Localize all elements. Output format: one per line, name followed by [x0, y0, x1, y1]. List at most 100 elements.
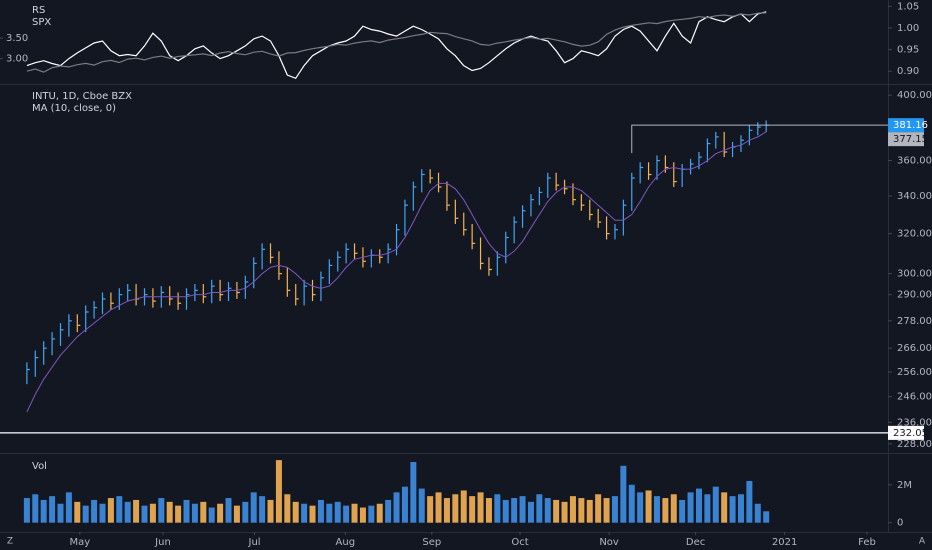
volume-bar [334, 501, 341, 523]
volume-bar [746, 480, 753, 523]
volume-bar [443, 498, 450, 523]
ma-value-label: 377.15 [893, 134, 928, 145]
volume-bar [200, 501, 207, 523]
volume-bar [393, 492, 400, 523]
y-tick-label: 0.95 [897, 45, 919, 56]
volume-bar [284, 494, 291, 523]
y-tick-label: 236.00 [897, 417, 932, 428]
volume-bar [452, 494, 459, 523]
volume-bar [242, 501, 249, 523]
volume-bar [754, 503, 761, 523]
volume-bar [763, 511, 770, 523]
volume-bar [637, 492, 644, 523]
volume-bar [544, 498, 551, 523]
y-tick-label: 320.00 [897, 229, 932, 240]
volume-bar [620, 465, 627, 523]
horizontal-ray [631, 124, 888, 154]
volume-bar [595, 494, 602, 523]
x-tick-label: Dec [686, 537, 705, 548]
x-tick-label: Sep [422, 537, 441, 548]
volume-bar [91, 499, 98, 523]
volume-bar [183, 499, 190, 523]
volume-bar [519, 496, 526, 523]
volume-bar [527, 501, 534, 523]
volume-bar [427, 496, 434, 523]
volume-bar [301, 503, 308, 523]
volume-bar [485, 498, 492, 523]
y-tick-label: 246.00 [897, 392, 932, 403]
auto-scale-button[interactable]: A [919, 537, 926, 547]
volume-bar [233, 505, 240, 523]
volume-bar [250, 492, 257, 523]
volume-bar [133, 499, 140, 523]
series-legend[interactable]: SPX [32, 17, 51, 28]
volume-bar [65, 492, 72, 523]
x-tick-label: 2021 [772, 537, 797, 548]
volume-bar [469, 496, 476, 523]
volume-bar [149, 503, 156, 523]
volume-bar [107, 498, 114, 523]
volume-bar [569, 496, 576, 523]
volume-bar [578, 498, 585, 523]
volume-bar [158, 498, 165, 523]
volume-bar [603, 498, 610, 523]
volume-bar [721, 492, 728, 523]
volume-bar [32, 494, 39, 523]
volume-bar [275, 460, 282, 523]
volume-bar [343, 505, 350, 523]
volume-bar [116, 496, 123, 523]
volume-bar [385, 499, 392, 523]
volume-bar [712, 486, 719, 523]
volume-bar [611, 496, 618, 523]
y-tick-label: 290.00 [897, 290, 932, 301]
volume-bar [737, 494, 744, 523]
volume-bar [586, 499, 593, 523]
volume-bar [695, 488, 702, 523]
volume-bar [82, 505, 89, 523]
y-tick-label: 1.05 [897, 1, 919, 12]
volume-bar [49, 496, 56, 523]
ma-legend[interactable]: MA (10, close, 0) [32, 103, 116, 114]
y-tick-label: 400.00 [897, 90, 932, 101]
y-tick-label: 266.00 [897, 343, 932, 354]
volume-bar [376, 503, 383, 523]
volume-bar [729, 496, 736, 523]
y-tick-label: 228.00 [897, 439, 932, 450]
y-tick-label: 300.00 [897, 269, 932, 280]
symbol-legend[interactable]: INTU, 1D, Cboe BZX [32, 91, 132, 102]
volume-bar [351, 503, 358, 523]
y-tick-label: 1.00 [897, 23, 919, 34]
volume-bar [74, 501, 81, 523]
volume-bar [536, 494, 543, 523]
zoom-button[interactable]: Z [7, 537, 13, 547]
last-price-label: 381.16 [893, 120, 928, 131]
series-legend[interactable]: RS [32, 5, 45, 16]
volume-bar [502, 499, 509, 523]
volume-bar [561, 501, 568, 523]
volume-bar [99, 503, 106, 523]
volume-bar [670, 494, 677, 523]
volume-bar [23, 498, 30, 523]
volume-bar [679, 499, 686, 523]
volume-bar [225, 498, 232, 523]
ma-value-box [888, 132, 924, 147]
volume-bar [418, 488, 425, 523]
y-tick-label: 3.50 [6, 33, 28, 44]
y-tick-label: 340.00 [897, 191, 932, 202]
volume-bar [259, 496, 266, 523]
volume-legend[interactable]: Vol [32, 461, 47, 472]
volume-bar [368, 505, 375, 523]
volume-bar [166, 501, 173, 523]
volume-bar [704, 494, 711, 523]
y-tick-label: 0.90 [897, 66, 919, 77]
volume-bar [687, 492, 694, 523]
y-tick-label: 0 [897, 518, 903, 529]
volume-bar [401, 486, 408, 523]
price-line-box [888, 425, 924, 440]
x-tick-label: Feb [858, 537, 876, 548]
volume-bar [628, 484, 635, 523]
y-tick-label: 3.00 [6, 54, 28, 65]
volume-bar [326, 503, 333, 523]
